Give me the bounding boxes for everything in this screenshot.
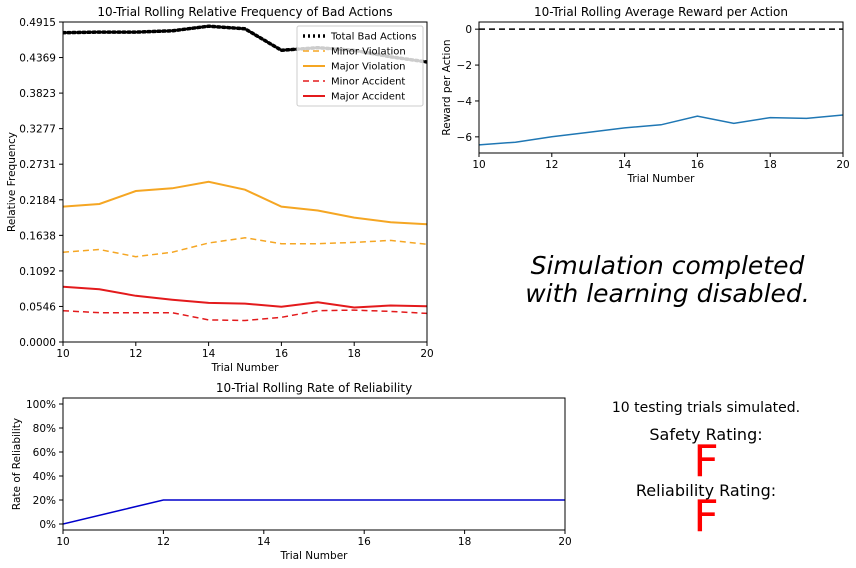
y-tick-label: 0 bbox=[465, 24, 472, 36]
x-tick-label: 20 bbox=[420, 348, 433, 360]
x-axis-label: Trial Number bbox=[627, 173, 696, 185]
x-tick-label: 16 bbox=[275, 348, 289, 360]
y-tick-label: 20% bbox=[33, 495, 56, 507]
x-tick-label: 10 bbox=[56, 348, 69, 360]
y-axis-label: Rate of Reliability bbox=[11, 418, 23, 510]
series-line-series-0 bbox=[63, 499, 565, 525]
x-tick-label: 20 bbox=[558, 536, 571, 548]
y-tick-label: 60% bbox=[33, 447, 56, 459]
x-tick-label: 14 bbox=[257, 536, 271, 548]
y-tick-label: −2 bbox=[457, 60, 472, 72]
y-tick-label: 0.1092 bbox=[19, 266, 56, 278]
x-tick-label: 12 bbox=[157, 536, 170, 548]
y-tick-label: 0.4369 bbox=[19, 53, 56, 65]
safety-rating-grade: F bbox=[693, 436, 719, 487]
legend: Total Bad Actions Minor Violation Major Vi… bbox=[296, 25, 424, 107]
legend-box bbox=[296, 25, 424, 107]
y-tick-label: 0.2731 bbox=[19, 159, 56, 171]
x-tick-label: 12 bbox=[545, 159, 558, 171]
x-tick-label: 12 bbox=[129, 348, 142, 360]
y-tick-label: 0% bbox=[39, 519, 56, 531]
y-tick-label: 0.0546 bbox=[19, 301, 56, 313]
chart-bad-actions: 10-Trial Rolling Relative Frequency of B… bbox=[6, 5, 434, 374]
series-line-minor-violation bbox=[63, 237, 427, 258]
reliability-rating-label: Reliability Rating: bbox=[635, 481, 777, 500]
x-tick-label: 14 bbox=[202, 348, 216, 360]
y-tick-label: 0.3823 bbox=[19, 88, 56, 100]
chart-title: 10-Trial Rolling Average Reward per Acti… bbox=[534, 5, 788, 19]
y-tick-label: 0.0000 bbox=[19, 337, 56, 349]
y-tick-label: 0.2184 bbox=[19, 195, 56, 207]
y-tick-label: 0.4915 bbox=[19, 17, 56, 29]
y-tick-label: −4 bbox=[457, 96, 473, 108]
reliability-rating-grade: F bbox=[693, 491, 719, 542]
x-tick-label: 16 bbox=[358, 536, 372, 548]
simulation-message: Simulation completed with learning disab… bbox=[470, 252, 856, 308]
x-tick-label: 18 bbox=[348, 348, 361, 360]
x-tick-label: 18 bbox=[764, 159, 777, 171]
legend-entry: Total Bad Actions bbox=[330, 32, 417, 43]
y-axis-label: Reward per Action bbox=[441, 39, 453, 135]
chart-title: 10-Trial Rolling Rate of Reliability bbox=[216, 381, 412, 395]
legend-entry: Major Accident bbox=[331, 92, 405, 103]
series-line-major-accident bbox=[63, 285, 427, 309]
x-tick-label: 10 bbox=[472, 159, 485, 171]
x-tick-label: 20 bbox=[836, 159, 849, 171]
series-line-major-violation bbox=[63, 180, 427, 226]
legend-entry: Major Violation bbox=[331, 62, 406, 73]
series-line-series-0 bbox=[479, 114, 843, 146]
y-tick-label: 80% bbox=[33, 423, 56, 435]
chart-reward: 10-Trial Rolling Average Reward per Acti… bbox=[441, 5, 850, 185]
y-tick-label: 0.1638 bbox=[19, 230, 56, 242]
y-tick-label: 100% bbox=[26, 399, 56, 411]
plot-frame bbox=[62, 397, 566, 531]
x-axis-label: Trial Number bbox=[280, 550, 349, 562]
legend-entry: Minor Violation bbox=[331, 47, 406, 58]
simulation-message-line1: Simulation completed bbox=[530, 251, 805, 280]
simulation-message-line2: with learning disabled. bbox=[525, 279, 810, 308]
x-tick-label: 16 bbox=[691, 159, 705, 171]
legend-entry: Minor Accident bbox=[331, 77, 405, 88]
x-tick-label: 18 bbox=[458, 536, 471, 548]
y-axis-label: Relative Frequency bbox=[6, 132, 18, 232]
y-tick-label: 0.3277 bbox=[19, 124, 56, 136]
x-tick-label: 10 bbox=[56, 536, 69, 548]
plot-frame bbox=[478, 21, 844, 154]
plot-frame bbox=[62, 21, 428, 343]
series-line-minor-accident bbox=[63, 309, 427, 322]
trials-simulated-text: 10 testing trials simulated. bbox=[611, 400, 801, 416]
chart-title: 10-Trial Rolling Relative Frequency of B… bbox=[97, 5, 392, 19]
y-tick-label: −6 bbox=[457, 132, 473, 144]
chart-reliability: 10-Trial Rolling Rate of Reliability Tria… bbox=[11, 381, 572, 562]
x-axis-label: Trial Number bbox=[211, 362, 280, 374]
safety-rating-label: Safety Rating: bbox=[649, 425, 763, 444]
y-tick-label: 40% bbox=[33, 471, 56, 483]
x-tick-label: 14 bbox=[618, 159, 632, 171]
